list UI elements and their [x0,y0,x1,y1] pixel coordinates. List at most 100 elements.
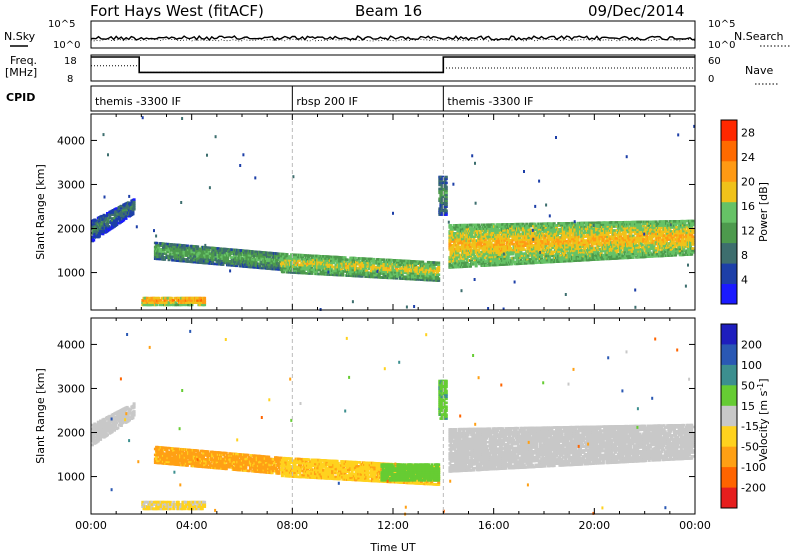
echo-cell [470,231,474,235]
echo-cell [516,238,519,242]
echo-cell [462,261,466,265]
echo-cell [561,244,565,247]
echo-cell [536,261,540,264]
echo-cell [167,258,171,262]
echo-cell [558,256,562,259]
echo-cell [423,276,427,280]
echo-cell [402,271,406,275]
echo-cell [302,269,306,273]
echo-cell [277,256,281,260]
echo-cell [496,223,500,226]
echo-cell [498,245,502,248]
echo-cell [235,250,239,254]
echo-cell [488,251,492,255]
echo-cell [424,266,428,270]
echo-cell [157,245,161,249]
echo-cell [163,246,167,249]
echo-cell [521,230,525,234]
echo-cell [159,299,163,302]
echo-cell [436,275,439,278]
echo-cell [453,226,456,229]
echo-cell [488,264,492,267]
echo-cell [568,241,572,245]
echo-cell [220,255,224,258]
echo-cell [588,252,592,256]
echo-cell [564,259,568,263]
echo-cell [521,222,525,226]
echo-cell [559,254,563,257]
echo-cell [567,222,571,225]
echo-cell [218,253,221,256]
echo-cell [398,265,402,268]
echo-cell [575,255,579,258]
echo-cell [479,229,483,232]
echo-cell [397,275,401,278]
echo-cell [131,212,135,216]
echo-cell [282,270,285,274]
echo-cell [545,242,549,246]
echo-cell [263,255,267,258]
echo-cell [454,259,458,263]
echo-cell [211,252,215,256]
echo-cell [489,249,493,253]
echo-cell [469,247,472,250]
echo-cell [462,243,466,247]
echo-cell [290,271,293,274]
echo-cell [234,254,237,258]
echo-cell [505,239,509,242]
echo-cell [542,226,546,229]
echo-cell [573,249,577,253]
frequency-series-line [91,56,695,74]
echo-cell [252,260,256,263]
echo-cell [156,301,160,304]
echo-cell [287,271,291,274]
echo-cell [286,261,290,264]
echo-cell [432,271,436,274]
echo-cell [508,223,511,226]
echo-cell [510,240,514,244]
echo-cell [429,274,433,278]
echo-cell [185,258,189,261]
echo-cell [501,255,505,258]
echo-cell [342,270,346,273]
echo-cell [477,258,480,262]
echo-cell [526,258,530,261]
nave-tick-60: 60 [708,56,721,67]
echo-cell [580,229,584,233]
echo-cell [308,254,312,257]
echo-cell [548,236,552,240]
echo-cell [421,260,425,264]
echo-cell [428,263,431,266]
echo-cell [493,229,497,232]
echo-cell [399,269,403,272]
echo-cell [132,208,136,211]
echo-cell [498,223,502,226]
echo-cell [550,234,554,237]
echo-cell [437,279,441,282]
echo-cell [474,241,478,244]
echo-cell [190,246,194,250]
echo-cell [183,244,187,247]
echo-cell [560,250,564,253]
echo-cell [413,276,417,279]
echo-cell [406,269,410,273]
echo-cell [132,204,136,207]
echo-cell [253,266,257,269]
echo-cell [156,253,160,257]
noise-tick-bottom-left: 10^0 [53,40,80,51]
echo-cell [499,249,503,252]
echo-cell [455,239,459,243]
echo-cell [522,248,526,251]
echo-cell [275,254,279,257]
echo-cell [549,230,553,233]
echo-cell [203,301,207,304]
echo-cell [312,270,316,273]
echo-cell [399,263,403,266]
echo-cell [189,301,193,304]
echo-cell [343,256,347,259]
echo-cell [472,229,476,233]
echo-cell [469,265,472,268]
echo-cell [559,222,563,225]
echo-cell [580,255,584,258]
echo-cell [372,257,376,261]
